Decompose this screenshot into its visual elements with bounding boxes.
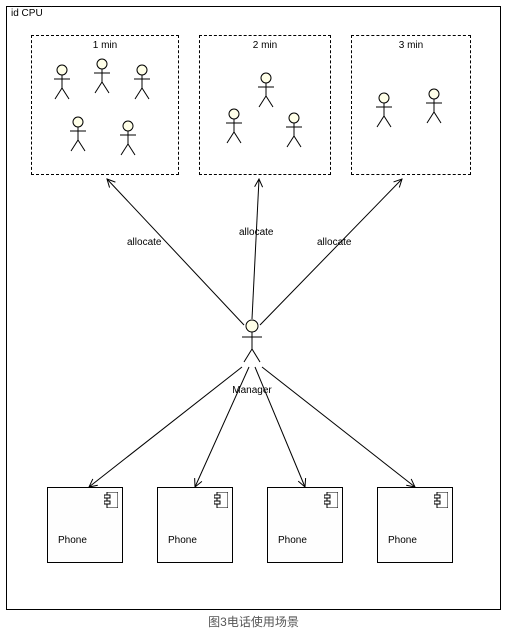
phone-node: Phone bbox=[47, 487, 123, 563]
diagram-frame: id CPU 1 min 2 min bbox=[6, 6, 501, 610]
actor-icon bbox=[424, 88, 444, 124]
component-icon bbox=[324, 492, 338, 508]
actor-icon bbox=[118, 120, 138, 156]
actor-icon bbox=[284, 112, 304, 148]
frame-label: id CPU bbox=[6, 6, 52, 20]
allocate-label: allocate bbox=[317, 237, 351, 248]
group-label: 2 min bbox=[200, 40, 330, 51]
phone-label: Phone bbox=[168, 535, 197, 546]
component-icon bbox=[214, 492, 228, 508]
phone-label: Phone bbox=[388, 535, 417, 546]
allocate-label: allocate bbox=[239, 227, 273, 238]
actor-icon bbox=[52, 64, 72, 100]
actor-icon bbox=[92, 58, 112, 94]
actor-icon bbox=[132, 64, 152, 100]
phone-node: Phone bbox=[377, 487, 453, 563]
figure-caption: 图3电话使用场景 bbox=[0, 613, 507, 630]
group-3min: 3 min bbox=[351, 35, 471, 175]
manager-label: Manager bbox=[207, 385, 297, 396]
component-icon bbox=[434, 492, 448, 508]
allocate-label: allocate bbox=[127, 237, 161, 248]
phone-label: Phone bbox=[58, 535, 87, 546]
group-1min: 1 min bbox=[31, 35, 179, 175]
actor-icon bbox=[224, 108, 244, 144]
group-label: 1 min bbox=[32, 40, 178, 51]
actor-icon bbox=[256, 72, 276, 108]
actor-icon bbox=[68, 116, 88, 152]
phone-label: Phone bbox=[278, 535, 307, 546]
component-icon bbox=[104, 492, 118, 508]
group-2min: 2 min bbox=[199, 35, 331, 175]
manager-actor-icon bbox=[240, 319, 264, 363]
group-label: 3 min bbox=[352, 40, 470, 51]
actor-icon bbox=[374, 92, 394, 128]
phone-node: Phone bbox=[157, 487, 233, 563]
phone-node: Phone bbox=[267, 487, 343, 563]
